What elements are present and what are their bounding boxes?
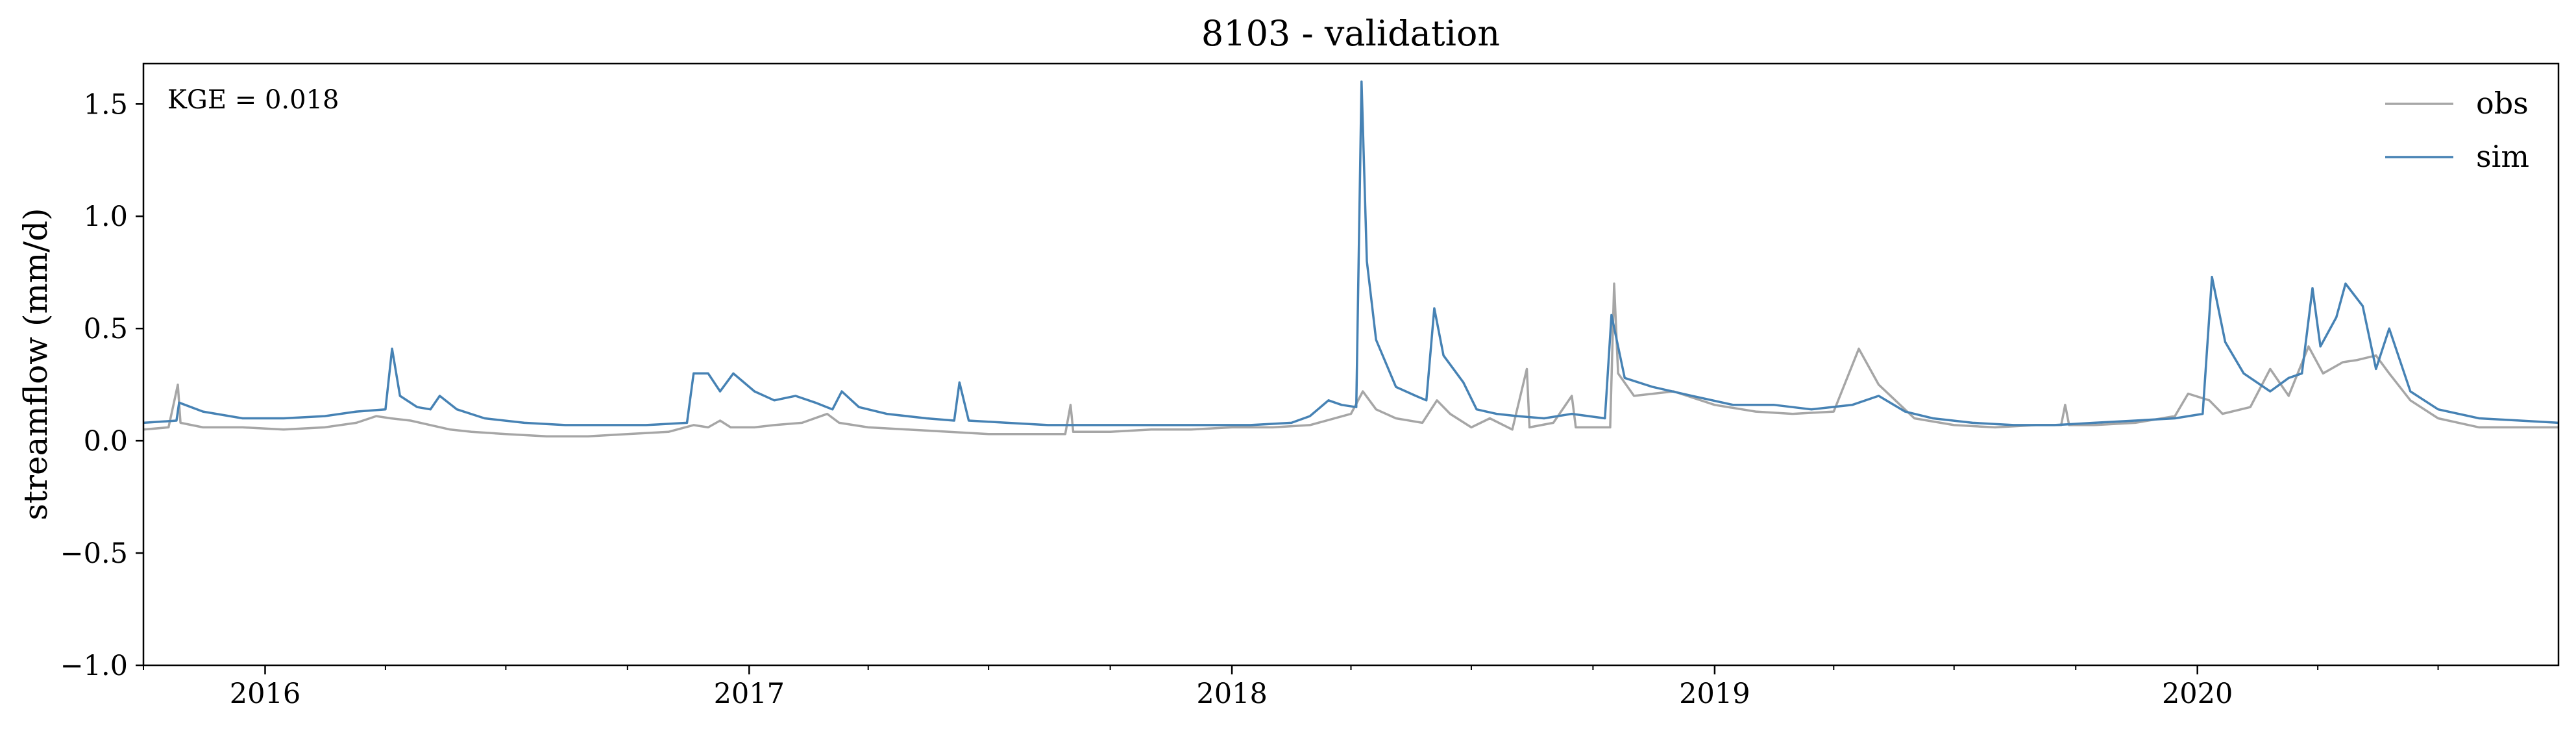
plot-frame bbox=[142, 62, 2560, 667]
axis-layer: −1.0 −0.5 0.0 0.5 1.0 1.5 2016 2017 2018 2019 2020 bbox=[60, 88, 2439, 710]
y-axis-label: streamflow (mm/d) bbox=[17, 208, 55, 520]
x-tick-label: 2020 bbox=[2162, 678, 2233, 710]
series-line-obs bbox=[143, 282, 2558, 437]
y-tick-label: 1.0 bbox=[84, 201, 128, 233]
kge-annotation: KGE = 0.018 bbox=[167, 85, 339, 115]
legend-label-obs: obs bbox=[2476, 86, 2529, 121]
x-tick-label: 2018 bbox=[1196, 678, 1267, 710]
legend-label-sim: sim bbox=[2476, 139, 2529, 174]
y-tick-label: −0.5 bbox=[60, 537, 128, 570]
series-layer bbox=[143, 80, 2559, 437]
y-tick-label: −1.0 bbox=[60, 650, 128, 682]
chart-title: 8103 - validation bbox=[1201, 13, 1500, 54]
y-tick-label: 1.5 bbox=[84, 88, 128, 121]
x-tick-label: 2017 bbox=[714, 678, 785, 710]
x-tick-label: 2019 bbox=[1679, 678, 1750, 710]
series-line-sim bbox=[143, 80, 2559, 426]
legend: obs sim bbox=[2385, 86, 2529, 174]
x-tick-label: 2016 bbox=[230, 678, 301, 710]
y-tick-label: 0.5 bbox=[84, 313, 128, 345]
y-tick-label: 0.0 bbox=[84, 425, 128, 458]
